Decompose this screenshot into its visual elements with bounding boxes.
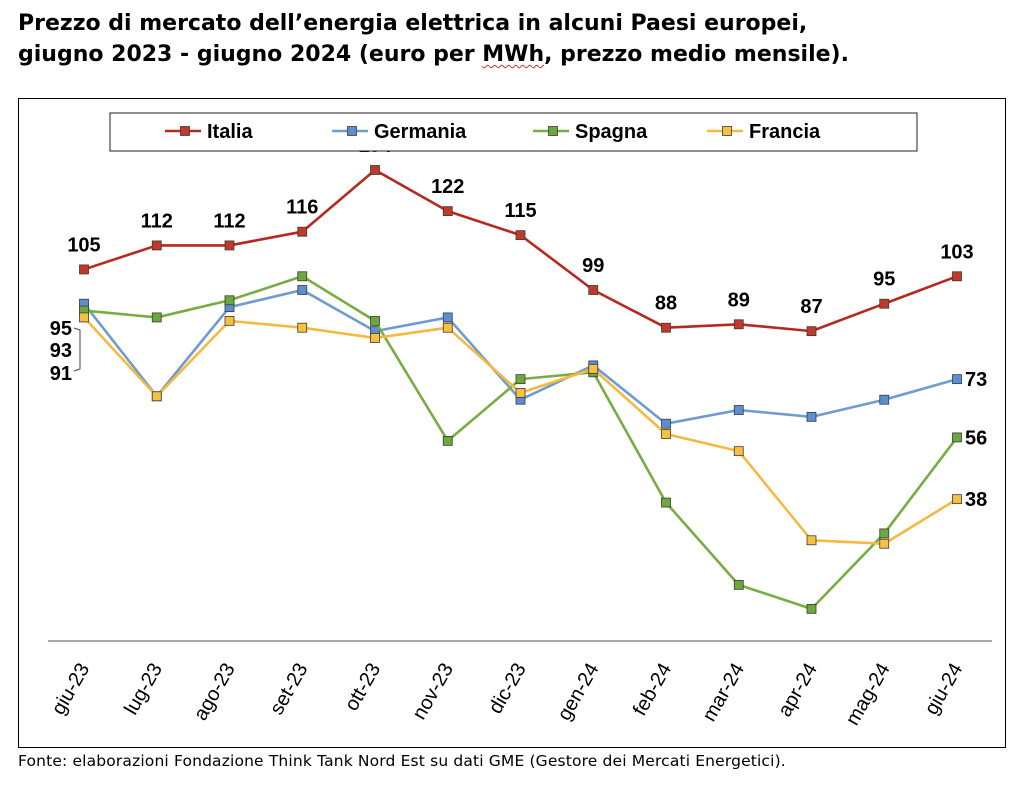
legend-marker-spagna (548, 126, 558, 136)
legend-label-germania: Germania (374, 121, 467, 143)
data-label-italia: 87 (800, 296, 822, 318)
legend-marker-germania (347, 126, 357, 136)
data-point-germania (879, 394, 890, 405)
data-point-germania (442, 312, 453, 323)
x-tick-label: giu-23 (47, 660, 94, 719)
data-point-italia (151, 240, 162, 251)
legend-marker-italia (180, 126, 190, 136)
chart-frame (18, 98, 1006, 748)
series-line-francia (83, 316, 958, 546)
legend-label-italia: Italia (207, 121, 253, 143)
data-point-italia (661, 322, 671, 333)
data-point-spagna (661, 497, 671, 508)
legend-label-spagna: Spagna (575, 121, 648, 143)
data-point-italia (79, 264, 89, 275)
data-point-italia (515, 230, 526, 241)
title-line-2a: giugno 2023 - giugno 2024 (euro per (18, 42, 483, 67)
data-label-spagna: 56 (965, 427, 987, 449)
data-label-spagna: 93 (50, 340, 72, 362)
source-note: Fonte: elaborazioni Fondazione Think Tan… (18, 752, 786, 770)
chart-title: Prezzo di mercato dell’energia elettrica… (18, 8, 1008, 70)
data-point-francia (806, 535, 817, 546)
data-point-spagna (442, 435, 453, 446)
data-label-italia: 112 (213, 210, 245, 232)
data-point-francia (297, 322, 308, 333)
data-point-spagna (806, 603, 817, 614)
data-point-germania (297, 285, 308, 295)
data-point-italia (588, 285, 599, 295)
data-point-francia (952, 494, 962, 505)
legend-marker-francia (722, 126, 732, 136)
x-tick-label: ago-23 (190, 660, 240, 725)
data-point-francia (733, 446, 744, 457)
x-tick-label: ott-23 (341, 660, 386, 715)
data-point-spagna (297, 271, 308, 282)
data-point-francia (224, 315, 235, 326)
data-point-spagna (515, 374, 526, 385)
data-label-italia: 112 (141, 210, 173, 232)
x-tick-label: dic-23 (485, 660, 531, 718)
data-point-italia (442, 206, 453, 217)
data-point-germania (952, 374, 962, 385)
label-bracket (73, 327, 81, 372)
data-label-germania: 95 (50, 318, 72, 340)
data-label-italia: 95 (873, 269, 895, 291)
data-point-spagna (879, 528, 890, 539)
data-point-spagna (370, 315, 380, 326)
data-point-francia (442, 322, 453, 333)
data-label-italia: 99 (582, 255, 604, 277)
data-label-italia: 89 (728, 289, 750, 311)
data-point-italia (952, 271, 962, 282)
x-tick-label: mag-24 (842, 660, 895, 730)
x-tick-label: lug-23 (120, 660, 167, 719)
data-point-italia (733, 319, 744, 330)
title-unit: MWh (482, 42, 545, 67)
data-label-italia: 116 (286, 197, 318, 219)
x-tick-label: gen-24 (553, 660, 603, 725)
data-point-spagna (224, 295, 235, 306)
data-point-francia (879, 538, 890, 549)
data-point-francia (661, 429, 671, 439)
data-point-spagna (952, 432, 962, 443)
data-label-francia: 38 (965, 489, 987, 511)
data-point-francia (79, 312, 89, 323)
data-point-italia (224, 240, 235, 251)
legend-box (109, 112, 918, 152)
data-label-italia: 122 (431, 176, 464, 198)
data-point-germania (661, 418, 671, 429)
data-label-italia: 115 (504, 200, 536, 222)
legend-label-francia: Francia (749, 121, 821, 143)
data-point-spagna (151, 312, 162, 323)
title-line-2b: , prezzo medio mensile). (544, 42, 849, 67)
data-point-germania (806, 411, 817, 422)
data-point-germania (733, 405, 744, 415)
data-point-italia (806, 326, 817, 337)
x-tick-label: mar-24 (698, 660, 749, 726)
x-tick-label: set-23 (266, 660, 313, 719)
data-label-italia: 103 (940, 241, 973, 263)
data-point-francia (588, 363, 599, 374)
data-point-spagna (733, 579, 744, 590)
data-point-italia (370, 165, 380, 175)
data-label-italia: 105 (67, 234, 100, 256)
data-label-francia: 91 (50, 363, 72, 385)
data-point-italia (879, 298, 890, 309)
data-point-francia (370, 333, 380, 343)
title-line-1: Prezzo di mercato dell’energia elettrica… (18, 11, 808, 36)
series-line-italia (83, 168, 958, 333)
data-label-germania: 73 (965, 369, 987, 391)
data-point-francia (515, 387, 526, 398)
data-point-francia (151, 391, 162, 402)
data-point-italia (297, 226, 308, 237)
x-tick-label: feb-24 (629, 660, 676, 720)
x-tick-label: apr-24 (774, 660, 822, 721)
x-tick-label: giu-24 (920, 660, 967, 719)
x-tick-label: nov-23 (408, 660, 458, 724)
data-label-italia: 88 (655, 293, 677, 315)
